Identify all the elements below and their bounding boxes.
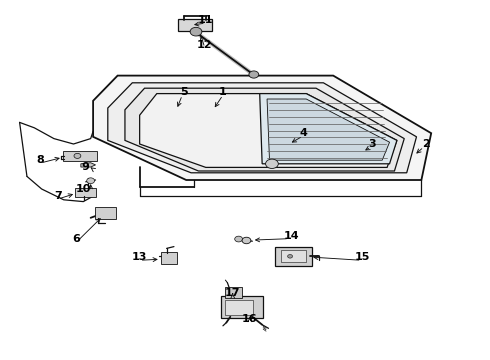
- Circle shape: [74, 153, 81, 158]
- FancyBboxPatch shape: [281, 250, 306, 262]
- FancyBboxPatch shape: [225, 300, 253, 315]
- Text: 13: 13: [132, 252, 147, 262]
- Text: 11: 11: [198, 15, 214, 25]
- Text: 4: 4: [300, 128, 308, 138]
- Text: 1: 1: [219, 87, 227, 97]
- Text: 14: 14: [284, 231, 299, 241]
- FancyBboxPatch shape: [95, 207, 116, 219]
- Polygon shape: [140, 94, 397, 167]
- FancyBboxPatch shape: [178, 19, 212, 31]
- Circle shape: [249, 71, 259, 78]
- Circle shape: [242, 237, 251, 244]
- FancyBboxPatch shape: [225, 287, 242, 298]
- Polygon shape: [108, 83, 416, 173]
- Text: 12: 12: [197, 40, 213, 50]
- Text: 8: 8: [36, 155, 44, 165]
- Polygon shape: [125, 88, 404, 171]
- Circle shape: [288, 255, 293, 258]
- FancyBboxPatch shape: [161, 252, 177, 264]
- Text: 9: 9: [82, 162, 90, 172]
- Text: 16: 16: [242, 314, 258, 324]
- Text: 3: 3: [368, 139, 376, 149]
- Text: 6: 6: [72, 234, 80, 244]
- FancyBboxPatch shape: [75, 188, 96, 197]
- FancyBboxPatch shape: [63, 151, 97, 161]
- Text: 7: 7: [54, 191, 62, 201]
- Text: 10: 10: [75, 184, 91, 194]
- Polygon shape: [260, 94, 397, 164]
- Circle shape: [266, 159, 278, 168]
- Circle shape: [235, 236, 243, 242]
- Polygon shape: [267, 99, 390, 160]
- Text: 15: 15: [355, 252, 370, 262]
- FancyBboxPatch shape: [275, 247, 312, 266]
- Circle shape: [190, 27, 202, 36]
- Polygon shape: [81, 163, 96, 167]
- Text: 5: 5: [180, 87, 188, 97]
- Text: 2: 2: [422, 139, 430, 149]
- Circle shape: [87, 178, 95, 184]
- Text: 17: 17: [225, 288, 241, 298]
- FancyBboxPatch shape: [221, 296, 263, 318]
- Polygon shape: [93, 76, 431, 180]
